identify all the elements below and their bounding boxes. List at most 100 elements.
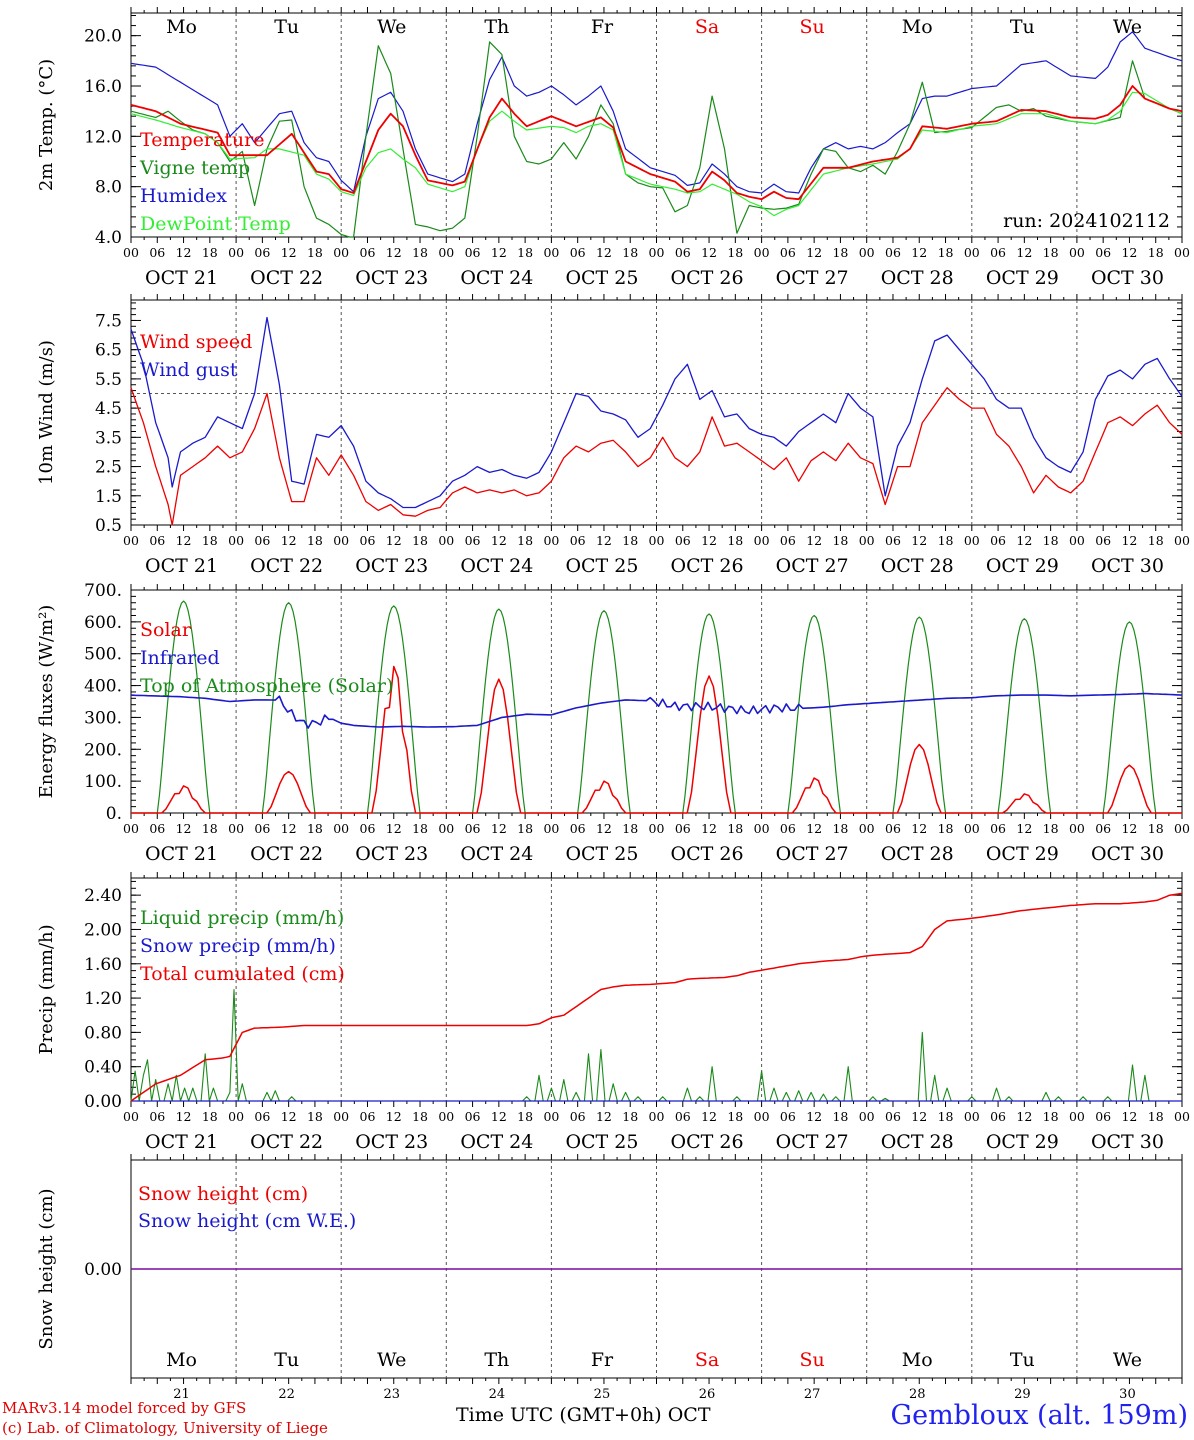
day-number-label: 24: [489, 1387, 506, 1402]
hour-tick-label: 18: [727, 533, 743, 548]
hour-tick-label: 06: [465, 245, 481, 260]
date-label: OCT 26: [671, 555, 744, 577]
hour-tick-label: 12: [281, 533, 297, 548]
hour-tick-label: 12: [911, 1109, 927, 1124]
temperature-line: [130, 85, 1183, 201]
y-tick-label: 600.: [84, 613, 122, 633]
hour-tick-label: 06: [885, 1109, 901, 1124]
date-label: OCT 29: [986, 843, 1059, 865]
hour-tick-label: 06: [780, 245, 796, 260]
vigne-temp-line: [130, 41, 1183, 238]
hour-tick-label: 00: [123, 821, 139, 836]
hour-tick-label: 12: [596, 245, 612, 260]
date-label: OCT 27: [776, 1131, 849, 1153]
hour-tick-label: 06: [1095, 821, 1111, 836]
hour-tick-label: 06: [1095, 533, 1111, 548]
day-number-label: 30: [1119, 1387, 1136, 1402]
hour-tick-label: 00: [333, 821, 349, 836]
hour-tick-label: 00: [964, 533, 980, 548]
hour-tick-label: 00: [754, 1109, 770, 1124]
hour-tick-label: 12: [1016, 1109, 1032, 1124]
weekday-label: We: [377, 16, 406, 38]
hour-tick-label: 00: [754, 821, 770, 836]
temp-panel-frame: [130, 12, 1183, 238]
hour-tick-label: 18: [307, 533, 323, 548]
hour-tick-label: 06: [465, 821, 481, 836]
date-label: OCT 22: [250, 1131, 323, 1153]
hour-tick-label: 18: [832, 821, 848, 836]
hour-tick-label: 18: [412, 245, 428, 260]
date-label: OCT 24: [460, 555, 533, 577]
y-tick-label: 0.5: [95, 516, 122, 536]
date-label: OCT 28: [881, 267, 954, 289]
hour-tick-label: 06: [570, 245, 586, 260]
hour-tick-label: 12: [1016, 533, 1032, 548]
hour-tick-label: 00: [333, 245, 349, 260]
hour-tick-label: 06: [254, 1109, 270, 1124]
hour-tick-label: 06: [465, 1109, 481, 1124]
hour-tick-label: 06: [990, 533, 1006, 548]
hour-tick-label: 18: [727, 821, 743, 836]
infrared-line: [130, 692, 1183, 729]
y-tick-label: 1.60: [84, 955, 122, 975]
hour-tick-label: 06: [885, 245, 901, 260]
hour-tick-label: 18: [938, 821, 954, 836]
date-label: OCT 21: [145, 1131, 218, 1153]
hour-tick-label: 06: [1095, 245, 1111, 260]
time-axis-title: Time UTC (GMT+0h) OCT: [456, 1404, 711, 1426]
hour-tick-label: 06: [360, 245, 376, 260]
hour-tick-label: 00: [438, 1109, 454, 1124]
weekday-label: Sa: [695, 1349, 719, 1371]
hour-tick-label: 18: [622, 533, 638, 548]
hour-tick-label: 06: [990, 821, 1006, 836]
y-tick-label: 2.40: [84, 886, 122, 906]
wind-gust-line: [130, 316, 1183, 509]
hour-tick-label: 12: [491, 1109, 507, 1124]
day-number-label: 28: [909, 1387, 926, 1402]
date-label: OCT 21: [145, 555, 218, 577]
date-label: OCT 28: [881, 1131, 954, 1153]
hour-tick-label: 00: [228, 533, 244, 548]
solar-line: [131, 665, 1182, 814]
date-label: OCT 29: [986, 1131, 1059, 1153]
date-label: OCT 29: [986, 267, 1059, 289]
hour-tick-label: 18: [1043, 821, 1059, 836]
hour-tick-label: 00: [438, 821, 454, 836]
date-label: OCT 23: [355, 267, 428, 289]
model-credit: MARv3.14 model forced by GFS: [2, 1399, 247, 1417]
hour-tick-label: 18: [832, 245, 848, 260]
hour-tick-label: 06: [1095, 1109, 1111, 1124]
hour-tick-label: 00: [964, 821, 980, 836]
hour-tick-label: 00: [228, 245, 244, 260]
hour-tick-label: 06: [254, 533, 270, 548]
hour-tick-label: 18: [938, 1109, 954, 1124]
hour-tick-label: 18: [1148, 1109, 1164, 1124]
hour-tick-label: 12: [596, 533, 612, 548]
weekday-label: We: [1113, 1349, 1142, 1371]
y-tick-label: 400.: [84, 677, 122, 697]
legend-label: Snow height (cm): [138, 1183, 308, 1205]
hour-tick-label: 00: [1069, 821, 1085, 836]
total-cumulated-cm-line: [130, 892, 1183, 1102]
hour-tick-label: 18: [517, 821, 533, 836]
y-tick-label: 1.5: [95, 487, 122, 507]
date-label: OCT 30: [1091, 267, 1164, 289]
y-tick-label: 3.5: [95, 428, 122, 448]
hour-tick-label: 00: [649, 533, 665, 548]
hour-tick-label: 06: [885, 533, 901, 548]
hour-tick-label: 00: [859, 245, 875, 260]
hour-tick-label: 00: [1174, 533, 1190, 548]
legend-label: Solar: [140, 619, 192, 641]
hour-tick-label: 18: [412, 821, 428, 836]
date-label: OCT 28: [881, 843, 954, 865]
hour-tick-label: 00: [438, 533, 454, 548]
hour-tick-label: 18: [1148, 533, 1164, 548]
y-tick-label: 1.20: [84, 989, 122, 1009]
hour-tick-label: 06: [675, 1109, 691, 1124]
hour-tick-label: 18: [832, 1109, 848, 1124]
hour-tick-label: 12: [281, 1109, 297, 1124]
y-tick-label: 6.5: [95, 341, 122, 361]
day-number-label: 26: [699, 1387, 716, 1402]
y-tick-label: 0.40: [84, 1058, 122, 1078]
y-tick-label: 4.5: [95, 399, 122, 419]
